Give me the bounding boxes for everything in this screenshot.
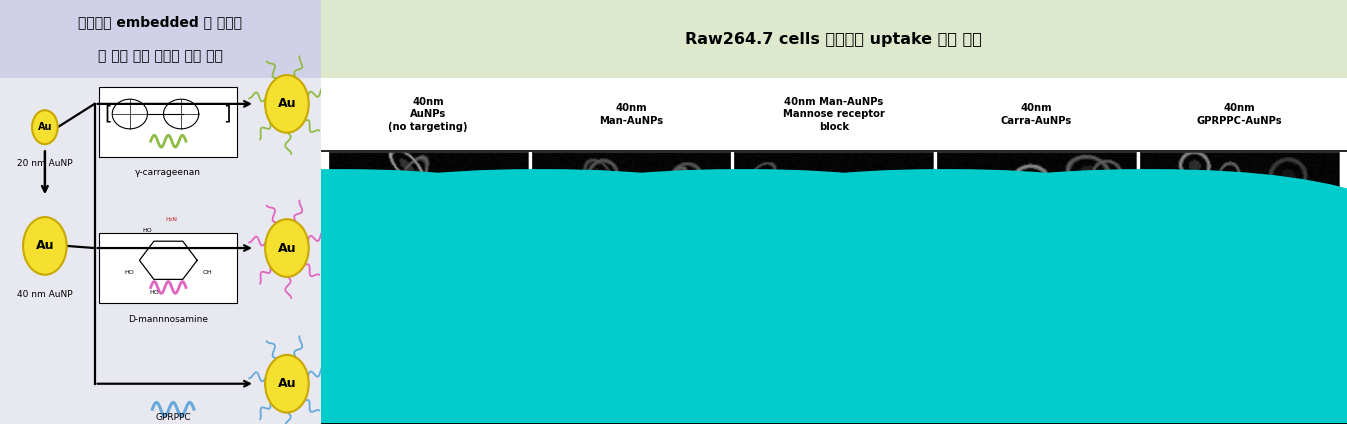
Text: HO: HO bbox=[124, 270, 133, 275]
Text: Au: Au bbox=[38, 122, 53, 132]
Text: 40nm Man-AuNPs
Mannose receptor
block: 40nm Man-AuNPs Mannose receptor block bbox=[783, 97, 885, 132]
Text: [: [ bbox=[104, 104, 112, 123]
Text: 자 표적 결합 리간드 표면 개질: 자 표적 결합 리간드 표면 개질 bbox=[98, 50, 222, 64]
FancyBboxPatch shape bbox=[23, 288, 651, 424]
FancyBboxPatch shape bbox=[100, 87, 237, 157]
Text: ]: ] bbox=[224, 104, 230, 123]
Text: γ-carrageenan: γ-carrageenan bbox=[135, 168, 201, 177]
Text: 40nm
Carra-AuNPs: 40nm Carra-AuNPs bbox=[1001, 103, 1072, 126]
FancyBboxPatch shape bbox=[834, 169, 1347, 424]
Circle shape bbox=[265, 219, 308, 277]
Text: OH: OH bbox=[202, 270, 213, 275]
Text: H₂N: H₂N bbox=[166, 217, 178, 222]
Text: 20 nm AuNP: 20 nm AuNP bbox=[18, 159, 73, 168]
Circle shape bbox=[32, 110, 58, 144]
FancyBboxPatch shape bbox=[0, 78, 321, 424]
Text: HO: HO bbox=[143, 228, 152, 233]
FancyBboxPatch shape bbox=[834, 288, 1347, 424]
FancyBboxPatch shape bbox=[0, 0, 321, 78]
FancyBboxPatch shape bbox=[226, 169, 854, 424]
FancyBboxPatch shape bbox=[632, 169, 1259, 424]
Text: 40nm
AuNPs
(no targeting): 40nm AuNPs (no targeting) bbox=[388, 97, 467, 132]
Text: Au: Au bbox=[277, 377, 296, 390]
Text: Au: Au bbox=[277, 98, 296, 110]
Circle shape bbox=[23, 217, 67, 275]
FancyBboxPatch shape bbox=[226, 288, 854, 424]
FancyBboxPatch shape bbox=[100, 233, 237, 303]
FancyBboxPatch shape bbox=[428, 169, 1057, 424]
Text: 동위원소 embedded 금 나노입: 동위원소 embedded 금 나노입 bbox=[78, 15, 242, 29]
FancyBboxPatch shape bbox=[428, 288, 1057, 424]
Text: 40 nm AuNP: 40 nm AuNP bbox=[18, 290, 73, 298]
FancyBboxPatch shape bbox=[632, 288, 1259, 424]
Text: D-mannnosamine: D-mannnosamine bbox=[128, 315, 209, 324]
Text: Au: Au bbox=[35, 240, 54, 252]
FancyBboxPatch shape bbox=[321, 0, 1347, 78]
Text: Au: Au bbox=[277, 242, 296, 254]
Circle shape bbox=[265, 355, 308, 413]
Circle shape bbox=[265, 75, 308, 133]
FancyBboxPatch shape bbox=[23, 169, 651, 424]
Text: HO: HO bbox=[150, 290, 159, 296]
Text: GPRPPC: GPRPPC bbox=[155, 413, 191, 422]
Text: Raw264.7 cells 나노입자 uptake 실험 결과: Raw264.7 cells 나노입자 uptake 실험 결과 bbox=[686, 32, 982, 47]
Text: 40nm
GPRPPC-AuNPs: 40nm GPRPPC-AuNPs bbox=[1196, 103, 1282, 126]
Text: 40nm
Man-AuNPs: 40nm Man-AuNPs bbox=[599, 103, 663, 126]
